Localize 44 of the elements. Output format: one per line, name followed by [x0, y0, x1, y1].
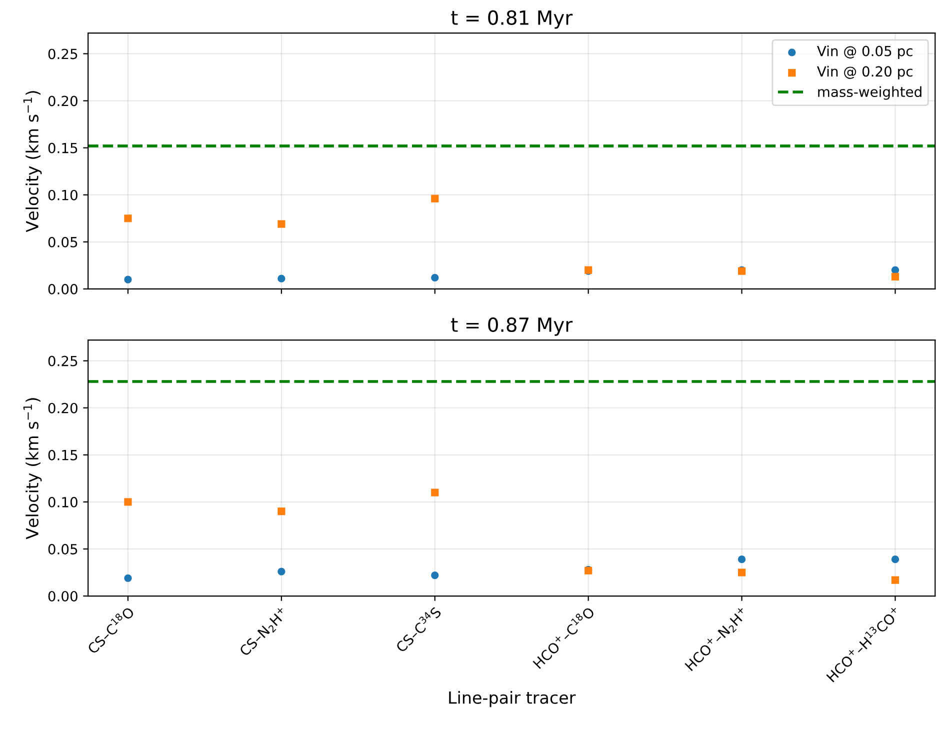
y-tick-label: 0.00 — [48, 590, 78, 602]
x-tick-label: CS–C$^{34}$S — [394, 604, 442, 653]
point — [431, 572, 439, 580]
point — [278, 274, 286, 282]
y-tick-label: 0.15 — [48, 142, 78, 154]
x-tick-label: CS–C$^{18}$O — [85, 604, 135, 654]
point — [431, 488, 439, 496]
y-tick-label: 0.00 — [48, 284, 78, 294]
point — [124, 574, 132, 582]
x-tick-label: HCO$^{+}$–H$^{13}$CO$^{+}$ — [824, 605, 902, 683]
point — [431, 274, 439, 282]
legend-label: mass-weighted — [818, 86, 922, 100]
point — [124, 498, 132, 506]
y-axis-title: Velocity (km s$^{−1}$) — [23, 398, 42, 540]
point — [278, 568, 286, 576]
legend-label: Vin @ 0.05 pc — [817, 46, 912, 59]
y-tick-label: 0.15 — [48, 450, 78, 460]
point — [738, 556, 746, 564]
chart-title: t = 0.81 Myr — [451, 10, 573, 29]
point — [124, 214, 132, 222]
y-tick-label: 0.10 — [48, 496, 78, 508]
chart-title: t = 0.87 Myr — [451, 317, 573, 336]
point — [278, 508, 286, 516]
point — [891, 556, 900, 564]
x-tick-label: HCO$^{+}$–C$^{18}$O — [531, 604, 596, 670]
point — [124, 276, 132, 284]
point — [891, 576, 900, 584]
y-axis-title: Velocity (km s$^{−1}$) — [23, 91, 42, 232]
point — [738, 568, 746, 576]
x-tick-label: CS–N$_{2}$H$^{+}$ — [238, 606, 290, 658]
point — [431, 194, 439, 202]
legend-label: Vin @ 0.20 pc — [817, 66, 912, 80]
y-tick-label: 0.10 — [48, 190, 78, 200]
y-tick-label: 0.25 — [48, 48, 78, 60]
y-tick-label: 0.05 — [48, 544, 78, 554]
point — [891, 272, 900, 280]
point — [278, 220, 286, 228]
point — [891, 266, 900, 274]
x-tick-label: HCO$^{+}$–N$_{2}$H$^{+}$ — [684, 606, 750, 673]
x-axis-title: Line-pair tracer — [449, 691, 576, 708]
y-tick-label: 0.25 — [48, 356, 78, 366]
y-tick-label: 0.20 — [48, 402, 78, 414]
y-tick-label: 0.05 — [48, 236, 78, 248]
y-tick-label: 0.20 — [48, 96, 78, 106]
